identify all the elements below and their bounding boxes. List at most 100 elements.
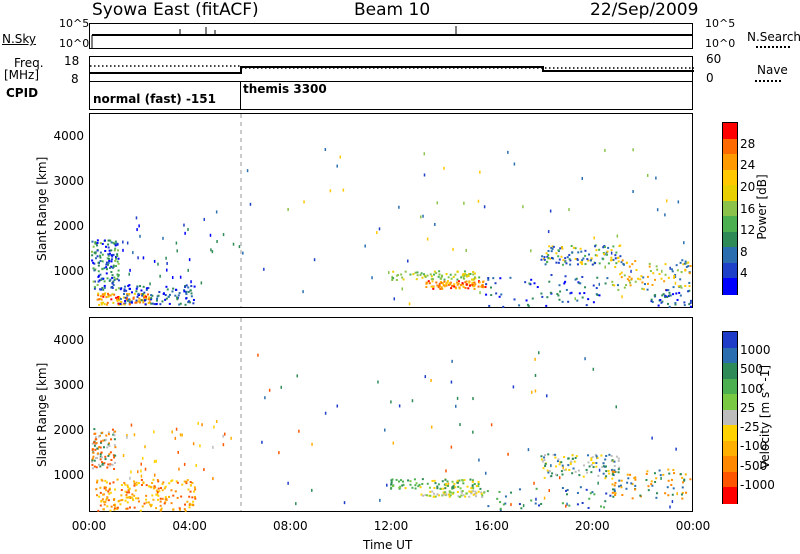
echo-cell [444,478,447,481]
echo-cell [672,293,675,296]
echo-cell [576,263,579,266]
echo-cell [390,481,393,484]
echo-cell [463,479,466,482]
echo-cell [621,259,624,262]
echo-cell [392,485,395,488]
echo-cell [680,493,683,496]
echo-cell [541,295,544,298]
echo-cell [187,290,190,293]
colorbar-tick-label: -25 [740,420,760,435]
echo-cell [652,272,655,275]
echo-cell [102,493,105,496]
echo-cell [615,405,617,409]
echo-cell [137,292,140,295]
echo-cell [594,245,597,248]
echo-cell [415,482,418,485]
echo-cell [470,278,473,281]
echo-cell [93,444,96,447]
echo-cell [152,498,155,501]
echo-cell [666,302,669,305]
echo-cell [504,502,507,505]
echo-cell [148,298,151,301]
echo-cell [594,254,597,257]
echo-cell [464,286,467,289]
echo-cell [656,492,659,495]
echo-cell [128,298,131,301]
echo-cell [399,485,402,488]
echo-cell [112,284,115,287]
echo-cell [668,291,671,294]
echo-cell [188,258,191,262]
echo-cell [565,288,568,291]
echo-cell [443,491,446,494]
colorbar-segment [723,456,737,473]
echo-cell [421,276,424,279]
echo-cell [148,301,151,304]
echo-cell [104,458,107,461]
colorbar-tick-label: 12 [740,223,756,238]
cpid-strip [89,82,693,110]
echo-cell [143,502,146,505]
echo-cell [141,294,144,297]
echo-cell [110,258,113,261]
echo-cell [191,496,194,499]
echo-cell [429,490,432,493]
echo-cell [209,233,212,237]
echo-cell [371,276,373,280]
echo-cell [604,282,607,285]
echo-cell [671,493,674,496]
echo-cell [399,479,402,482]
echo-cell [547,453,550,456]
echo-cell [175,241,178,245]
echo-cell [99,256,102,259]
echo-cell [581,263,584,266]
echo-cell [110,241,113,244]
echo-cell [611,483,614,486]
echo-cell [670,478,673,481]
echo-cell [586,471,589,474]
echo-cell [433,479,436,482]
echo-cell [460,276,463,279]
echo-cell [452,491,455,494]
echo-cell [170,502,173,505]
freq-label-1: Freq. [14,56,44,70]
echo-cell [646,275,649,278]
echo-cell [569,292,572,295]
xaxis-tick-label: 08:00 [273,519,308,533]
echo-cell [582,257,585,260]
echo-cell [595,465,598,468]
echo-cell [540,258,543,261]
echo-cell [126,507,129,510]
echo-cell [93,262,96,265]
echo-cell [441,480,444,483]
echo-cell [472,493,475,496]
echo-cell [512,385,515,389]
echo-cell [137,293,140,296]
echo-cell [99,455,102,458]
echo-cell [571,457,574,460]
echo-cell [540,292,543,295]
echo-cell [264,396,266,400]
echo-cell [454,273,457,276]
echo-cell [163,502,166,505]
echo-cell [557,294,560,297]
echo-cell [150,505,153,508]
echo-cell [376,231,378,235]
echo-cell [604,265,607,269]
echo-cell [548,489,550,493]
echo-cell [107,295,110,298]
echo-cell [471,484,474,487]
colorbar-segment [723,471,737,488]
echo-cell [147,287,150,290]
echo-cell [91,442,94,445]
echo-cell [449,281,452,284]
echo-cell [593,236,595,240]
echo-cell [130,300,133,303]
echo-cell [161,497,164,500]
echo-cell [675,292,678,295]
echo-cell [395,278,398,281]
echo-cell [471,480,474,483]
echo-cell [587,461,590,464]
echo-cell [140,469,142,473]
echo-cell [190,285,193,288]
